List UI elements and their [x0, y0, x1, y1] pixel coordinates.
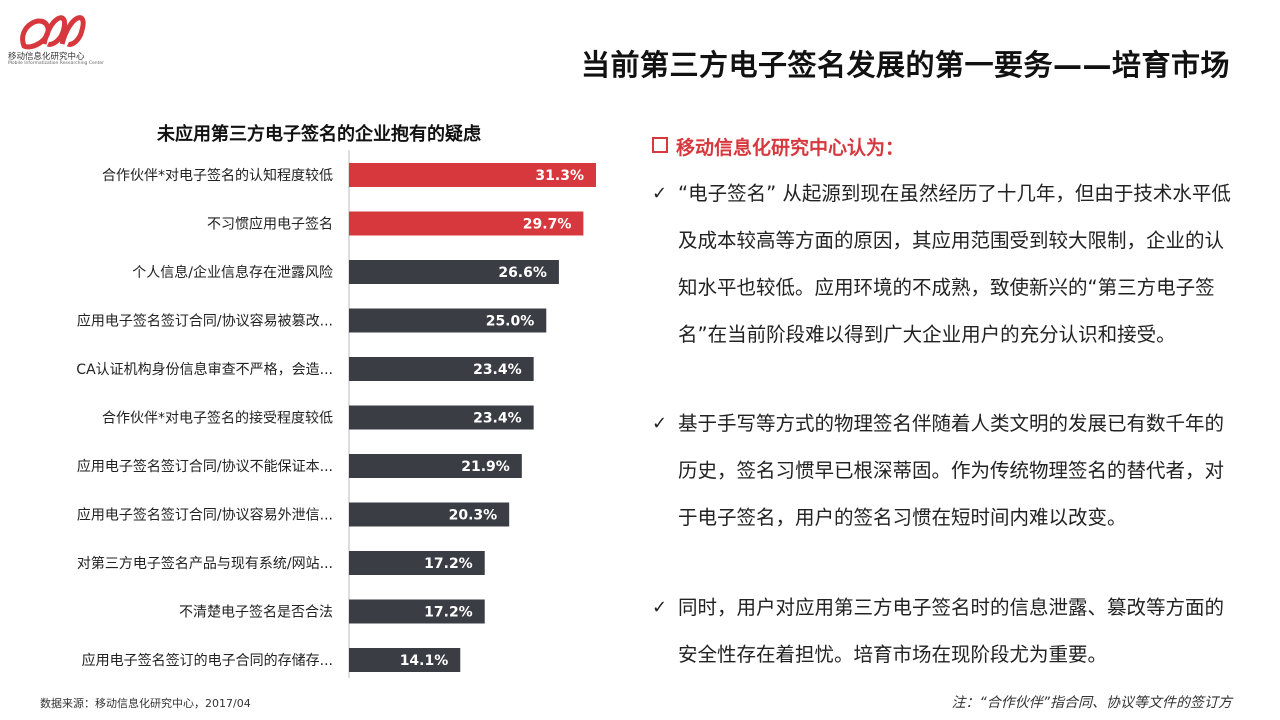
category-label: 对第三方电子签名产品与现有系统/网站... [77, 555, 333, 572]
value-label: 17.2% [424, 556, 473, 572]
analysis-point-3: ✓ 同时，用户对应用第三方电子签名时的信息泄露、篡改等方面的安全性存在着担忧。培… [652, 584, 1232, 678]
bar [349, 260, 559, 284]
analysis-heading-text: 移动信息化研究中心认为： [676, 137, 905, 159]
logo-subtitle: Mobile Informatization Researching Cente… [8, 61, 104, 66]
category-label: 应用电子签名签订的电子合同的存储存... [82, 652, 333, 669]
analysis-point-text: “电子签名” 从起源到现在虽然经历了十几年，但由于技术水平低及成本较高等方面的原… [678, 182, 1231, 346]
analysis-point-2: ✓ 基于手写等方式的物理签名伴随着人类文明的发展已有数千年的历史，签名习惯早已根… [652, 400, 1232, 541]
bar [349, 648, 461, 672]
analysis-point-1: ✓ “电子签名” 从起源到现在虽然经历了十几年，但由于技术水平低及成本较高等方面… [652, 170, 1232, 358]
logo [20, 15, 86, 50]
bar [349, 211, 584, 236]
category-label: 合作伙伴*对电子签名的认知程度较低 [102, 167, 333, 184]
bar [349, 357, 534, 381]
value-label: 20.3% [449, 508, 498, 524]
value-label: 17.2% [424, 605, 473, 621]
bar [349, 599, 485, 624]
category-label: CA认证机构身份信息审查不严格，会造... [76, 361, 333, 378]
bar [349, 454, 522, 478]
check-icon: ✓ [652, 413, 668, 434]
bar-chart: 合作伙伴*对电子签名的认知程度较低 31.3% 不习惯应用电子签名 29.7% 个人信息… [76, 150, 596, 678]
chart-title: 未应用第三方电子签名的企业抱有的疑虑 [157, 124, 481, 145]
check-icon: ✓ [652, 597, 668, 618]
value-label: 21.9% [461, 459, 510, 475]
category-label: 个人信息/企业信息存在泄露风险 [132, 264, 333, 281]
data-source: 数据来源：移动信息化研究中心，2017/04 [40, 697, 251, 710]
value-label: 23.4% [473, 362, 522, 378]
bar [349, 163, 596, 187]
bar [349, 502, 510, 527]
category-label: 应用电子签名签订合同/协议容易外泄信... [77, 507, 333, 524]
analysis-heading: 移动信息化研究中心认为： [652, 133, 904, 160]
analysis-point-text: 基于手写等方式的物理签名伴随着人类文明的发展已有数千年的历史，签名习惯早已根深蒂… [678, 412, 1225, 529]
category-label: 应用电子签名签订合同/协议容易被篡改... [77, 313, 333, 330]
category-label: 合作伙伴*对电子签名的接受程度较低 [102, 410, 333, 427]
category-label: 不习惯应用电子签名 [207, 216, 333, 233]
category-label: 应用电子签名签订合同/协议不能保证本... [77, 458, 333, 475]
analysis-point-text: 同时，用户对应用第三方电子签名时的信息泄露、篡改等方面的安全性存在着担忧。培育市… [678, 596, 1225, 666]
footnote: 注：“合作伙伴”指合同、协议等文件的签订方 [951, 695, 1232, 711]
value-label: 29.7% [523, 217, 572, 233]
value-label: 31.3% [535, 168, 584, 184]
value-label: 14.1% [400, 653, 449, 669]
value-label: 26.6% [498, 265, 547, 281]
page-title: 当前第三方电子签名发展的第一要务——培育市场 [580, 48, 1230, 82]
value-label: 25.0% [486, 314, 535, 330]
bar [349, 405, 534, 430]
bar [349, 308, 547, 333]
bar [349, 551, 485, 575]
logo-name: 移动信息化研究中心 [8, 52, 85, 62]
square-bullet-icon [652, 137, 668, 153]
category-label: 不清楚电子签名是否合法 [179, 604, 333, 621]
check-icon: ✓ [652, 183, 668, 204]
value-label: 23.4% [473, 411, 522, 427]
